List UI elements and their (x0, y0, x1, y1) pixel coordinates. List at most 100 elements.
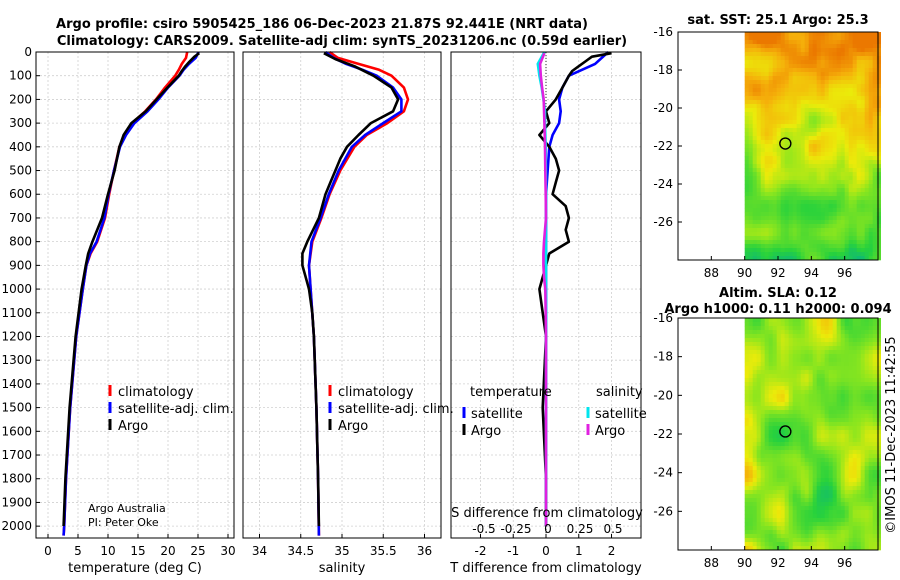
map-cell (828, 124, 833, 129)
map-cell (868, 522, 873, 527)
y-tick-label: 1100 (1, 306, 32, 320)
map-cell (852, 486, 857, 491)
map-cell (784, 506, 789, 511)
map-cell (756, 442, 761, 447)
map-cell (844, 326, 849, 331)
map-cell (744, 44, 749, 49)
map-cell (844, 208, 849, 213)
map-cell (828, 32, 833, 37)
map-cell (744, 168, 749, 173)
map-cell (784, 526, 789, 531)
map-cell (804, 466, 809, 471)
map-cell (832, 542, 837, 547)
map-cell (860, 132, 865, 137)
map-cell (828, 40, 833, 45)
map-cell (796, 502, 801, 507)
map-cell (760, 208, 765, 213)
map-cell (812, 252, 817, 257)
map-cell (792, 510, 797, 515)
map-cell (792, 160, 797, 165)
map-cell (812, 462, 817, 467)
map-cell (752, 68, 757, 73)
map-cell (856, 374, 861, 379)
map-cell (844, 454, 849, 459)
map-cell (872, 216, 877, 221)
map-cell (804, 80, 809, 85)
map-cell (768, 116, 773, 121)
map-cell (860, 506, 865, 511)
map-cell (788, 418, 793, 423)
map-cell (852, 458, 857, 463)
map-cell (792, 394, 797, 399)
map-cell (776, 394, 781, 399)
map-cell (824, 486, 829, 491)
map-cell (852, 176, 857, 181)
map-cell (772, 446, 777, 451)
map-cell (872, 232, 877, 237)
map-cell (840, 478, 845, 483)
map-cell (768, 494, 773, 499)
map-cell (824, 394, 829, 399)
map-cell (752, 96, 757, 101)
map-cell (756, 490, 761, 495)
map-cell (848, 486, 853, 491)
map-cell (812, 112, 817, 117)
map-cell (788, 326, 793, 331)
map-cell (784, 68, 789, 73)
map-cell (764, 188, 769, 193)
map-cell (872, 188, 877, 193)
map-cell (804, 228, 809, 233)
map-cell (796, 398, 801, 403)
map-cell (848, 128, 853, 133)
map-cell (756, 406, 761, 411)
map-cell (780, 406, 785, 411)
map-cell (780, 494, 785, 499)
map-cell (796, 430, 801, 435)
map-cell (800, 514, 805, 519)
map-cell (848, 144, 853, 149)
y-tick-label: 0 (24, 45, 32, 59)
map-cell (748, 330, 753, 335)
map-cell (808, 192, 813, 197)
map-cell (800, 478, 805, 483)
map-cell (844, 418, 849, 423)
map-cell (876, 60, 881, 65)
map-cell (796, 414, 801, 419)
map-cell (744, 124, 749, 129)
map-cell (868, 326, 873, 331)
map-cell (760, 144, 765, 149)
map-cell (780, 446, 785, 451)
map-cell (796, 478, 801, 483)
y-tick-label: 1500 (1, 401, 32, 415)
map-cell (844, 402, 849, 407)
map-cell (864, 136, 869, 141)
map-cell (832, 48, 837, 53)
map-cell (824, 326, 829, 331)
map-cell (744, 438, 749, 443)
map-cell (852, 136, 857, 141)
map-cell (868, 220, 873, 225)
map-cell (872, 322, 877, 327)
map-cell (748, 406, 753, 411)
map-cell (832, 236, 837, 241)
map-cell (760, 354, 765, 359)
map-cell (872, 406, 877, 411)
map-cell (788, 176, 793, 181)
map-cell (756, 538, 761, 543)
map-cell (828, 502, 833, 507)
map-cell (796, 514, 801, 519)
map-cell (864, 220, 869, 225)
map-cell (820, 426, 825, 431)
map-cell (776, 546, 781, 551)
map-cell (812, 390, 817, 395)
map-cell (760, 148, 765, 153)
map-cell (772, 546, 777, 551)
map-cell (872, 220, 877, 225)
map-cell (744, 244, 749, 249)
map-cell (748, 402, 753, 407)
map-cell (856, 378, 861, 383)
map-cell (848, 394, 853, 399)
map-cell (844, 256, 849, 261)
map-cell (856, 200, 861, 205)
sla-map-title2: Argo h1000: 0.11 h2000: 0.094 (664, 302, 891, 317)
